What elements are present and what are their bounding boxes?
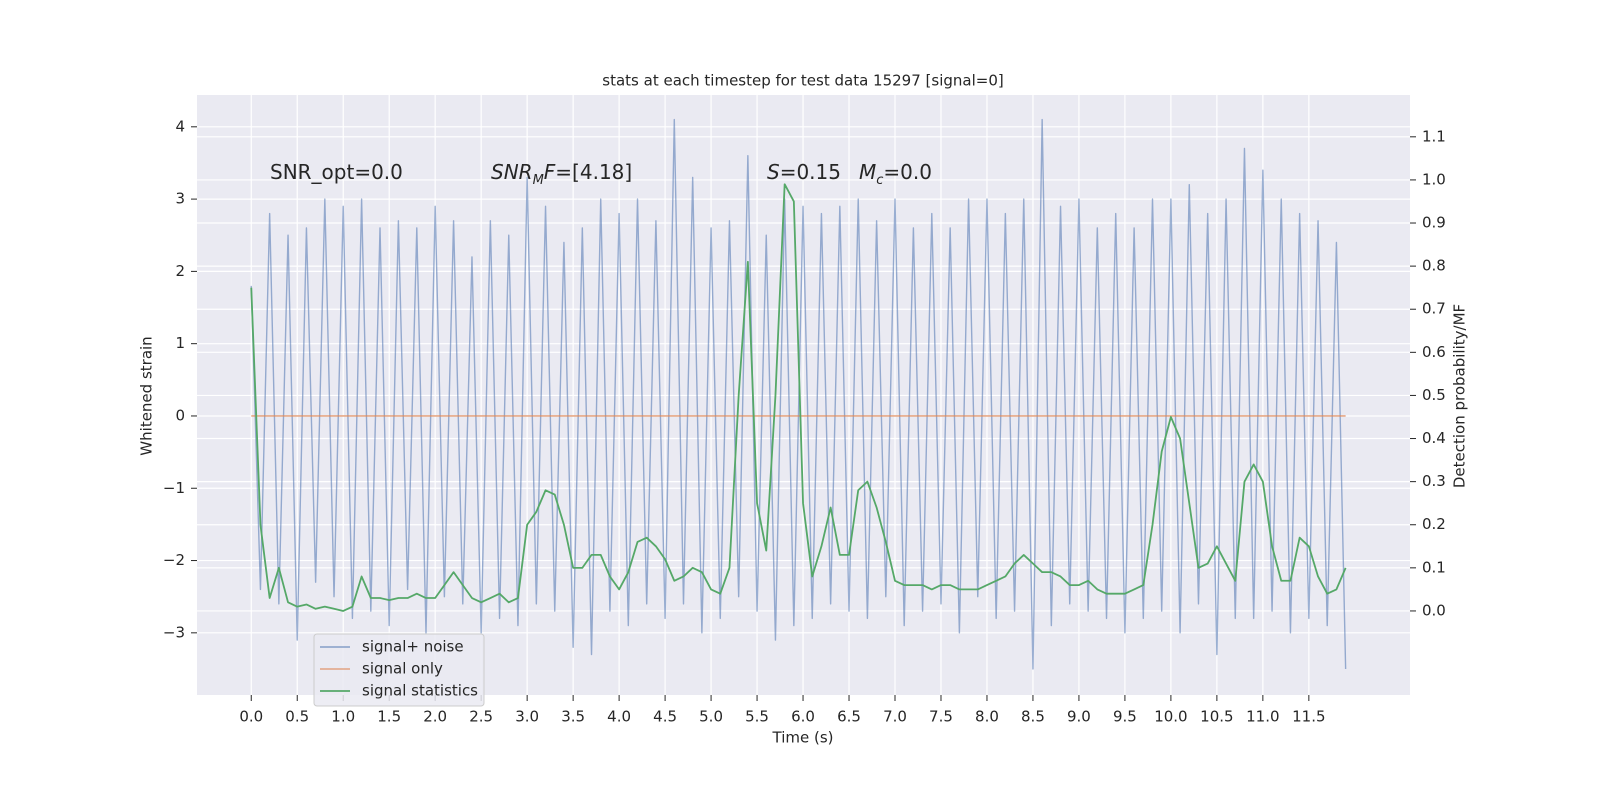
x-tick-label: 6.0 xyxy=(791,708,815,726)
x-tick-label: 1.0 xyxy=(331,708,355,726)
y-axis-label: Whitened strain xyxy=(138,336,156,455)
x-tick-label: 9.5 xyxy=(1113,708,1137,726)
annotation: S=0.15 xyxy=(767,160,841,184)
x-tick-label: 8.5 xyxy=(1021,708,1045,726)
x-tick-label: 5.5 xyxy=(745,708,769,726)
y2-tick-label: 0.0 xyxy=(1422,601,1446,619)
x-tick-label: 6.5 xyxy=(837,708,861,726)
x-tick-label: 4.5 xyxy=(653,708,677,726)
x-tick-label: 7.0 xyxy=(883,708,907,726)
x-tick-label: 2.5 xyxy=(469,708,493,726)
y2-tick-label: 0.8 xyxy=(1422,257,1446,275)
y-tick-label: 3 xyxy=(175,190,185,208)
legend-label: signal+ noise xyxy=(362,638,464,656)
annotation-part: =[4.18] xyxy=(555,160,632,184)
legend-label: signal statistics xyxy=(362,682,478,700)
y-tick-label: −1 xyxy=(163,479,185,497)
x-tick-label: 3.0 xyxy=(515,708,539,726)
y2-tick-label: 1.1 xyxy=(1422,127,1446,145)
chart-title: stats at each timestep for test data 152… xyxy=(602,72,1003,90)
series-line xyxy=(250,183,1347,612)
y-tick-label: 4 xyxy=(175,117,185,135)
x-tick-label: 1.5 xyxy=(377,708,401,726)
x-tick-label: 4.0 xyxy=(607,708,631,726)
annotation-part: =0.15 xyxy=(780,160,841,184)
annotation-part: c xyxy=(876,173,883,188)
y-tick-label: 0 xyxy=(175,406,185,424)
annotation-part: M xyxy=(859,160,876,184)
x-tick-label: 7.5 xyxy=(929,708,953,726)
legend-label: signal only xyxy=(362,660,443,678)
x-tick-label: 10.5 xyxy=(1200,708,1233,726)
x-tick-label: 3.5 xyxy=(561,708,585,726)
x-tick-label: 8.0 xyxy=(975,708,999,726)
x-tick-label: 5.0 xyxy=(699,708,723,726)
y2-tick-label: 0.7 xyxy=(1422,300,1446,318)
annotation: SNRMF=[4.18] xyxy=(491,160,632,189)
y-tick-label: −2 xyxy=(163,551,185,569)
y2-tick-label: 0.6 xyxy=(1422,343,1446,361)
x-tick-label: 11.0 xyxy=(1246,708,1279,726)
annotation: SNR_opt=0.0 xyxy=(270,160,403,184)
y-tick-label: −3 xyxy=(163,623,185,641)
annotation-part: SNR xyxy=(491,160,533,184)
y2-tick-label: 0.1 xyxy=(1422,558,1446,576)
y-tick-label: 1 xyxy=(175,334,185,352)
x-tick-label: 0.0 xyxy=(239,708,263,726)
y2-tick-label: 0.2 xyxy=(1422,515,1446,533)
x-tick-label: 9.0 xyxy=(1067,708,1091,726)
y2-tick-label: 0.5 xyxy=(1422,386,1446,404)
y2-tick-label: 0.3 xyxy=(1422,472,1446,490)
annotation-part: =0.0 xyxy=(883,160,932,184)
y-tick-label: 2 xyxy=(175,262,185,280)
x-tick-label: 11.5 xyxy=(1292,708,1325,726)
annotation-part: F xyxy=(544,160,556,184)
x-tick-label: 10.0 xyxy=(1154,708,1187,726)
annotation-part: M xyxy=(533,173,544,188)
y2-tick-label: 0.9 xyxy=(1422,214,1446,232)
x-tick-label: 0.5 xyxy=(285,708,309,726)
annotation-part: SNR_opt=0.0 xyxy=(270,160,403,184)
legend-box xyxy=(313,633,485,707)
annotation: Mc=0.0 xyxy=(859,160,932,189)
x-tick-label: 2.0 xyxy=(423,708,447,726)
y2-tick-label: 1.0 xyxy=(1422,170,1446,188)
y2-axis-label: Detection probability/MF xyxy=(1451,304,1469,488)
x-axis-label: Time (s) xyxy=(772,729,834,747)
y2-tick-label: 0.4 xyxy=(1422,429,1446,447)
annotation-part: S xyxy=(767,160,780,184)
